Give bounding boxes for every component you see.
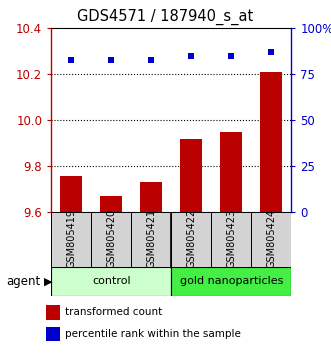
Text: agent: agent	[7, 275, 41, 288]
Bar	[220, 132, 242, 212]
Text: control: control	[92, 276, 131, 286]
Bar	[91, 212, 131, 267]
Bar	[131, 212, 171, 267]
Point	[229, 53, 234, 59]
Bar	[100, 196, 122, 212]
Bar	[46, 327, 61, 341]
Text: transformed count: transformed count	[65, 308, 162, 318]
Bar	[180, 139, 202, 212]
Text: ▶: ▶	[44, 276, 52, 286]
Text: percentile rank within the sample: percentile rank within the sample	[65, 329, 241, 339]
Bar	[251, 212, 291, 267]
Bar	[260, 72, 282, 212]
Text: GSM805423: GSM805423	[226, 209, 236, 268]
Bar	[211, 212, 251, 267]
Bar	[51, 212, 91, 267]
Point	[69, 57, 74, 62]
Bar	[51, 267, 171, 296]
Bar	[60, 176, 82, 212]
Text: GSM805420: GSM805420	[106, 209, 116, 268]
Text: GSM805419: GSM805419	[66, 209, 76, 268]
Text: gold nanoparticles: gold nanoparticles	[180, 276, 283, 286]
Point	[109, 57, 114, 62]
Text: GDS4571 / 187940_s_at: GDS4571 / 187940_s_at	[77, 9, 254, 25]
Text: GSM805422: GSM805422	[186, 209, 196, 268]
Point	[149, 57, 154, 62]
Text: GSM805421: GSM805421	[146, 209, 156, 268]
Bar	[140, 182, 162, 212]
Text: GSM805424: GSM805424	[266, 209, 276, 268]
Point	[189, 53, 194, 59]
Bar	[46, 305, 61, 320]
Bar	[171, 267, 291, 296]
Point	[269, 50, 274, 55]
Bar	[171, 212, 211, 267]
